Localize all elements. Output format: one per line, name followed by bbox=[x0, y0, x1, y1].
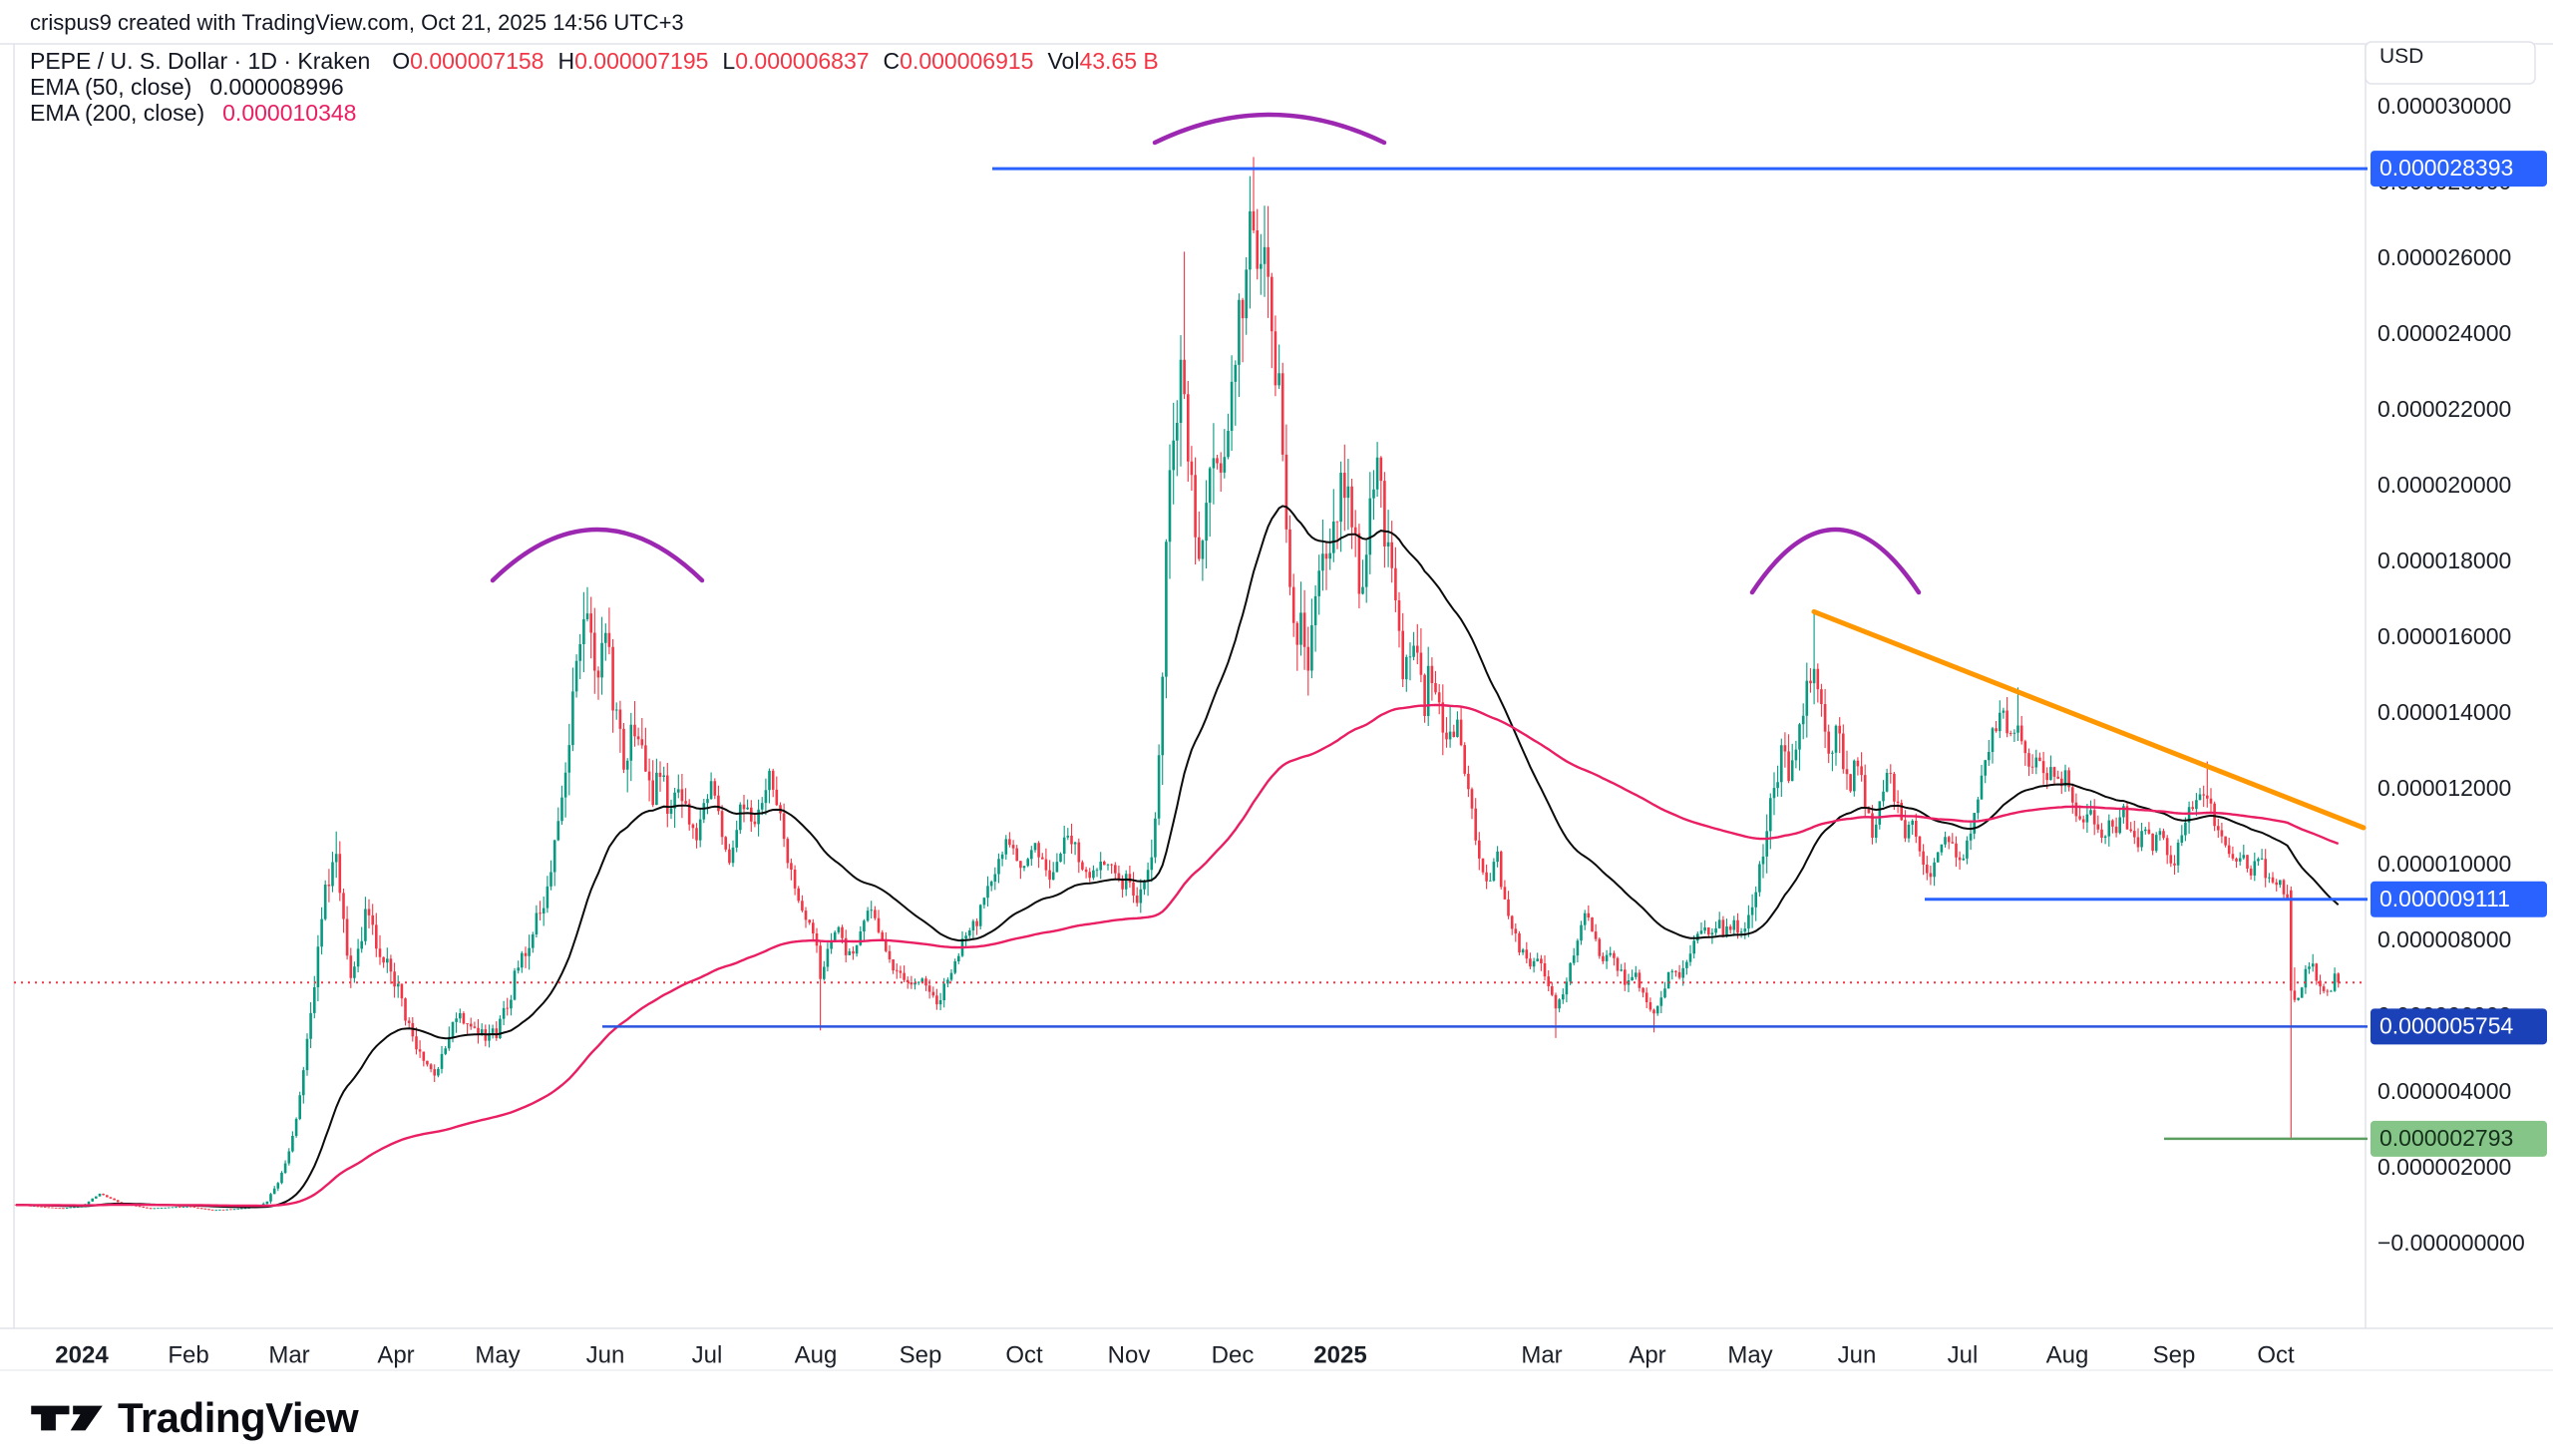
tradingview-logo-icon bbox=[31, 1405, 103, 1431]
time-tick-Jul[interactable]: Jul bbox=[1948, 1341, 1979, 1368]
arc-top-2-dec-2024[interactable] bbox=[1152, 112, 1387, 146]
legend-ema50-row[interactable]: EMA (50, close) 0.000008996 bbox=[30, 74, 1173, 100]
price-tick-0.000016000[interactable]: 0.000016000 bbox=[2377, 623, 2511, 649]
price-badge-label-resistance-ath: 0.000028393 bbox=[2379, 155, 2513, 181]
currency-label: USD bbox=[2379, 45, 2423, 68]
ohlc-high: H0.000007195 bbox=[557, 48, 709, 74]
time-tick-2024[interactable]: 2024 bbox=[55, 1341, 109, 1368]
price-badge-label-support-low: 0.000005754 bbox=[2379, 1012, 2514, 1038]
price-badge-crash-target bbox=[2371, 1120, 2547, 1157]
ema200-line bbox=[16, 703, 2340, 1208]
price-tick-0.000004000[interactable]: 0.000004000 bbox=[2377, 1078, 2511, 1104]
ema50-line bbox=[16, 505, 2340, 1209]
ema200-label: EMA (200, close) bbox=[30, 100, 205, 126]
time-tick-Dec[interactable]: Dec bbox=[1212, 1341, 1255, 1368]
arc-top-1-may-2024[interactable] bbox=[490, 527, 705, 583]
ohlc-close: C0.000006915 bbox=[883, 48, 1034, 74]
price-tick-0.000018000[interactable]: 0.000018000 bbox=[2377, 547, 2511, 573]
currency-box[interactable] bbox=[2365, 41, 2536, 85]
time-tick-2025[interactable]: 2025 bbox=[1313, 1341, 1366, 1368]
time-tick-Jul[interactable]: Jul bbox=[692, 1341, 723, 1368]
price-badge-support-low bbox=[2371, 1008, 2547, 1045]
time-tick-Jun[interactable]: Jun bbox=[586, 1341, 625, 1368]
price-tick-0.000020000[interactable]: 0.000020000 bbox=[2377, 472, 2511, 498]
time-tick-Sep[interactable]: Sep bbox=[2153, 1341, 2196, 1368]
time-tick-Oct[interactable]: Oct bbox=[1005, 1341, 1043, 1368]
volume-readout: Vol43.65 B bbox=[1047, 48, 1159, 74]
price-tick-0.000014000[interactable]: 0.000014000 bbox=[2377, 699, 2511, 725]
down-candle-bodies bbox=[14, 210, 2341, 1211]
time-tick-Apr[interactable]: Apr bbox=[1629, 1341, 1665, 1368]
time-tick-May[interactable]: May bbox=[1727, 1341, 1772, 1368]
arc-top-3-may-2025[interactable] bbox=[1749, 527, 1922, 595]
price-badge-label-crash-target: 0.000002793 bbox=[2379, 1125, 2513, 1151]
price-tick-0.000002000[interactable]: 0.000002000 bbox=[2377, 1154, 2511, 1180]
time-tick-May[interactable]: May bbox=[475, 1341, 520, 1368]
price-tick-−0.000000000[interactable]: −0.000000000 bbox=[2377, 1230, 2525, 1256]
ohlc-open: O0.000007158 bbox=[392, 48, 545, 74]
price-badge-label-support-mid: 0.000009111 bbox=[2379, 886, 2510, 911]
price-tick-0.000010000[interactable]: 0.000010000 bbox=[2377, 851, 2511, 877]
ema50-value: 0.000008996 bbox=[209, 74, 344, 100]
tradingview-logo-text: TradingView bbox=[118, 1394, 359, 1441]
time-tick-Aug[interactable]: Aug bbox=[795, 1341, 838, 1368]
attribution-text: crispus9 created with TradingView.com, O… bbox=[30, 10, 684, 35]
legend-ema200-row[interactable]: EMA (200, close) 0.000010348 bbox=[30, 100, 1173, 126]
symbol-description: PEPE / U. S. Dollar · 1D · Kraken bbox=[30, 48, 371, 74]
time-tick-Sep[interactable]: Sep bbox=[900, 1341, 942, 1368]
legend-symbol-row[interactable]: PEPE / U. S. Dollar · 1D · Kraken O0.000… bbox=[30, 48, 1173, 74]
price-badge-support-mid bbox=[2371, 881, 2547, 917]
price-tick-0.000030000[interactable]: 0.000030000 bbox=[2377, 93, 2511, 119]
price-badge-resistance-ath bbox=[2371, 151, 2547, 187]
down-candle-wicks bbox=[15, 157, 2340, 1211]
time-tick-Aug[interactable]: Aug bbox=[2046, 1341, 2089, 1368]
chart-legend: PEPE / U. S. Dollar · 1D · Kraken O0.000… bbox=[30, 48, 1173, 126]
ohlc-low: L0.000006837 bbox=[722, 48, 870, 74]
time-tick-Feb[interactable]: Feb bbox=[168, 1341, 208, 1368]
trendline-descending[interactable] bbox=[1811, 608, 2367, 831]
price-tick-0.000026000[interactable]: 0.000026000 bbox=[2377, 244, 2511, 270]
ema200-value: 0.000010348 bbox=[222, 100, 357, 126]
time-tick-Apr[interactable]: Apr bbox=[377, 1341, 414, 1368]
time-tick-Jun[interactable]: Jun bbox=[1838, 1341, 1877, 1368]
time-tick-Oct[interactable]: Oct bbox=[2257, 1341, 2295, 1368]
price-tick-0.000022000[interactable]: 0.000022000 bbox=[2377, 396, 2511, 422]
ema50-label: EMA (50, close) bbox=[30, 74, 192, 100]
time-tick-Mar[interactable]: Mar bbox=[268, 1341, 309, 1368]
price-tick-0.000008000[interactable]: 0.000008000 bbox=[2377, 926, 2511, 952]
price-tick-0.000024000[interactable]: 0.000024000 bbox=[2377, 320, 2511, 346]
price-tick-0.000012000[interactable]: 0.000012000 bbox=[2377, 775, 2511, 801]
time-tick-Nov[interactable]: Nov bbox=[1108, 1341, 1151, 1368]
brand-footer[interactable]: TradingView bbox=[30, 1394, 359, 1442]
time-tick-Mar[interactable]: Mar bbox=[1521, 1341, 1562, 1368]
